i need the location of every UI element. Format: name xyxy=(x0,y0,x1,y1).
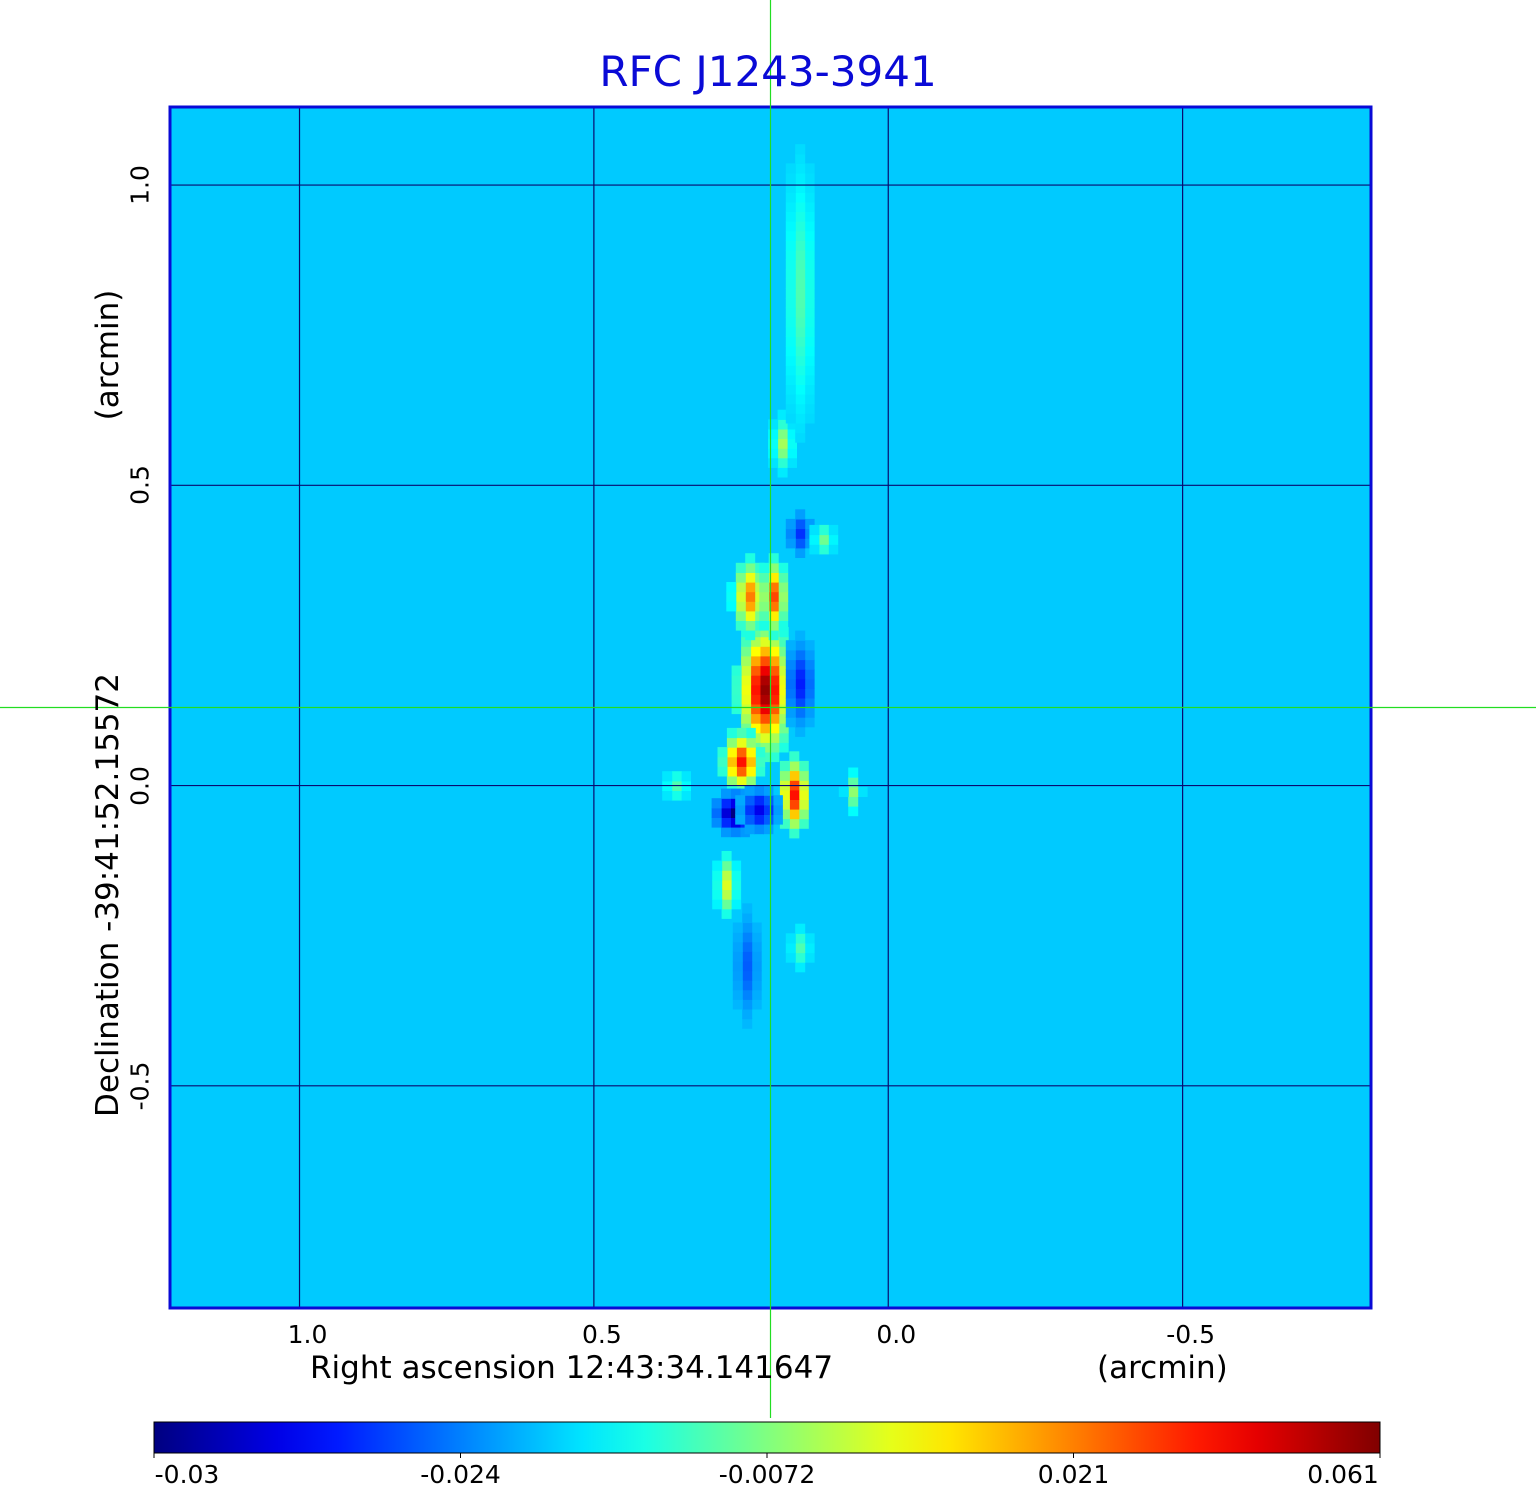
map-feature xyxy=(785,144,815,443)
y-tick-label: 0.5 xyxy=(125,465,155,506)
x-tick-label: 0.5 xyxy=(581,1320,622,1349)
colorbar-tick-label: -0.024 xyxy=(420,1460,501,1489)
crosshair xyxy=(0,0,1536,1418)
x-axis-label: Right ascension 12:43:34.141647 xyxy=(310,1350,834,1386)
colorbar-tick-label: -0.0072 xyxy=(718,1460,816,1489)
y-tick-label: -0.5 xyxy=(125,1061,155,1111)
map-feature xyxy=(785,923,815,973)
chart-title: RFC J1243-3941 xyxy=(599,47,937,96)
x-tick-label: 1.0 xyxy=(287,1320,328,1349)
colorbar-tick-label: 0.021 xyxy=(1037,1460,1110,1489)
colorbar-gradient xyxy=(153,1421,1381,1454)
y-tick-label: 1.0 xyxy=(125,165,155,205)
map-feature xyxy=(838,767,868,817)
map-feature xyxy=(732,903,762,1029)
colorbar-tick-label: 0.061 xyxy=(1307,1460,1379,1489)
x-tick-label: -0.5 xyxy=(1166,1320,1215,1349)
map-feature xyxy=(809,524,839,555)
x-tick-label: 0.0 xyxy=(876,1320,917,1349)
map-feature xyxy=(712,851,742,919)
map-feature xyxy=(779,751,809,839)
x-axis-unit: (arcmin) xyxy=(1097,1350,1228,1386)
map-feature xyxy=(759,553,789,641)
y-tick-label: 0.0 xyxy=(125,765,155,806)
heatmap-image xyxy=(662,144,868,1029)
y-axis-label: Declination -39:41:52.15572 xyxy=(90,673,126,1117)
colorbar-tick-label: -0.03 xyxy=(154,1460,220,1489)
map-feature xyxy=(735,785,783,835)
y-axis-unit: (arcmin) xyxy=(90,289,126,421)
map-feature xyxy=(785,630,815,737)
colorbar xyxy=(153,1421,1381,1458)
map-feature xyxy=(768,409,797,478)
